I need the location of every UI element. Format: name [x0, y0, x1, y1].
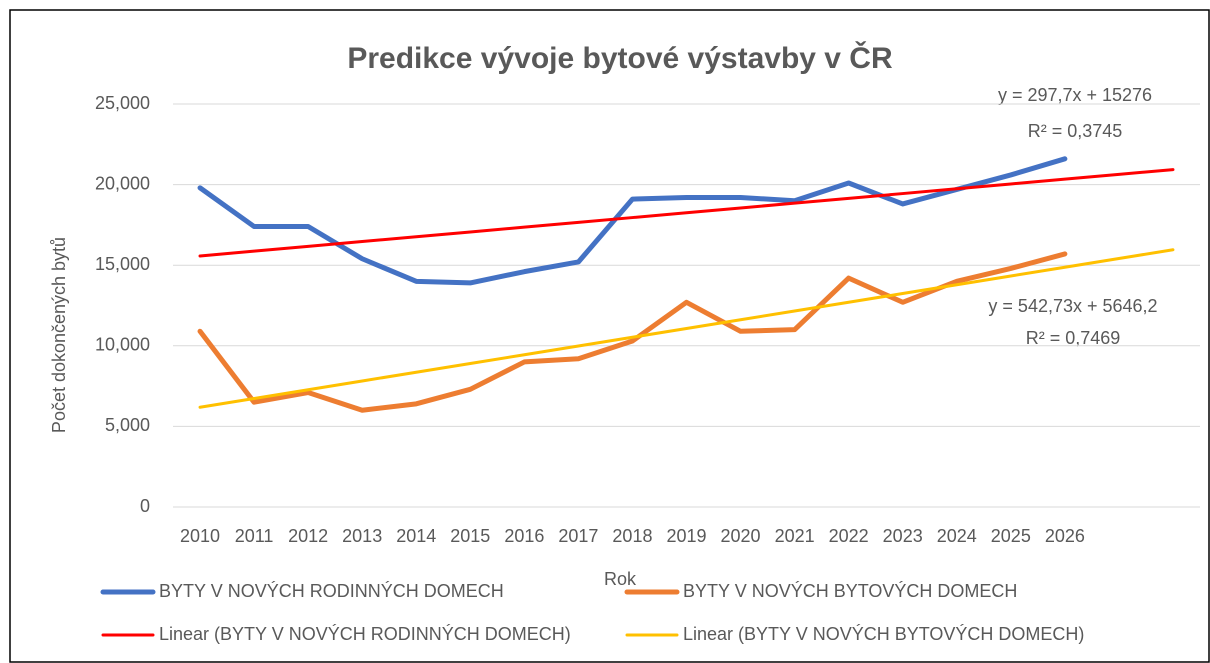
legend-label: BYTY V NOVÝCH BYTOVÝCH DOMECH — [683, 581, 1017, 601]
annotation: y = 297,7x + 15276 — [998, 85, 1152, 105]
chart-title: Predikce vývoje bytové výstavby v ČR — [347, 41, 893, 75]
y-tick-label: 20,000 — [95, 173, 150, 193]
chart-frame — [9, 9, 1210, 663]
x-tick-label: 2015 — [450, 526, 490, 546]
trend-line — [198, 248, 1175, 409]
x-axis-title: Rok — [604, 569, 637, 589]
x-tick-label: 2014 — [396, 526, 436, 546]
x-tick-label: 2016 — [504, 526, 544, 546]
y-tick-label: 10,000 — [95, 335, 150, 355]
x-tick-label: 2012 — [288, 526, 328, 546]
y-axis-title: Počet dokončených bytů — [49, 237, 69, 433]
x-tick-label: 2013 — [342, 526, 382, 546]
y-tick-label: 15,000 — [95, 254, 150, 274]
annotation: y = 542,73x + 5646,2 — [988, 296, 1157, 316]
series-line — [197, 251, 1068, 413]
x-tick-label: 2026 — [1045, 526, 1085, 546]
y-tick-label: 0 — [140, 496, 150, 516]
legend-label: Linear (BYTY V NOVÝCH BYTOVÝCH DOMECH) — [683, 624, 1084, 644]
x-tick-label: 2018 — [612, 526, 652, 546]
trend-line — [198, 168, 1175, 258]
annotation: R² = 0,7469 — [1026, 328, 1121, 348]
annotation: R² = 0,3745 — [1028, 121, 1123, 141]
x-tick-label: 2019 — [666, 526, 706, 546]
legend-label: Linear (BYTY V NOVÝCH RODINNÝCH DOMECH) — [159, 624, 571, 644]
x-tick-label: 2023 — [883, 526, 923, 546]
x-tick-label: 2020 — [721, 526, 761, 546]
x-tick-label: 2021 — [775, 526, 815, 546]
x-tick-label: 2025 — [991, 526, 1031, 546]
x-tick-label: 2011 — [235, 526, 274, 546]
x-tick-label: 2024 — [937, 526, 977, 546]
y-tick-label: 25,000 — [95, 93, 150, 113]
series-line — [197, 156, 1068, 286]
y-tick-label: 5,000 — [105, 415, 150, 435]
legend-label: BYTY V NOVÝCH RODINNÝCH DOMECH — [159, 581, 504, 601]
x-tick-label: 2017 — [558, 526, 598, 546]
x-tick-label: 2010 — [180, 526, 220, 546]
x-tick-label: 2022 — [829, 526, 869, 546]
